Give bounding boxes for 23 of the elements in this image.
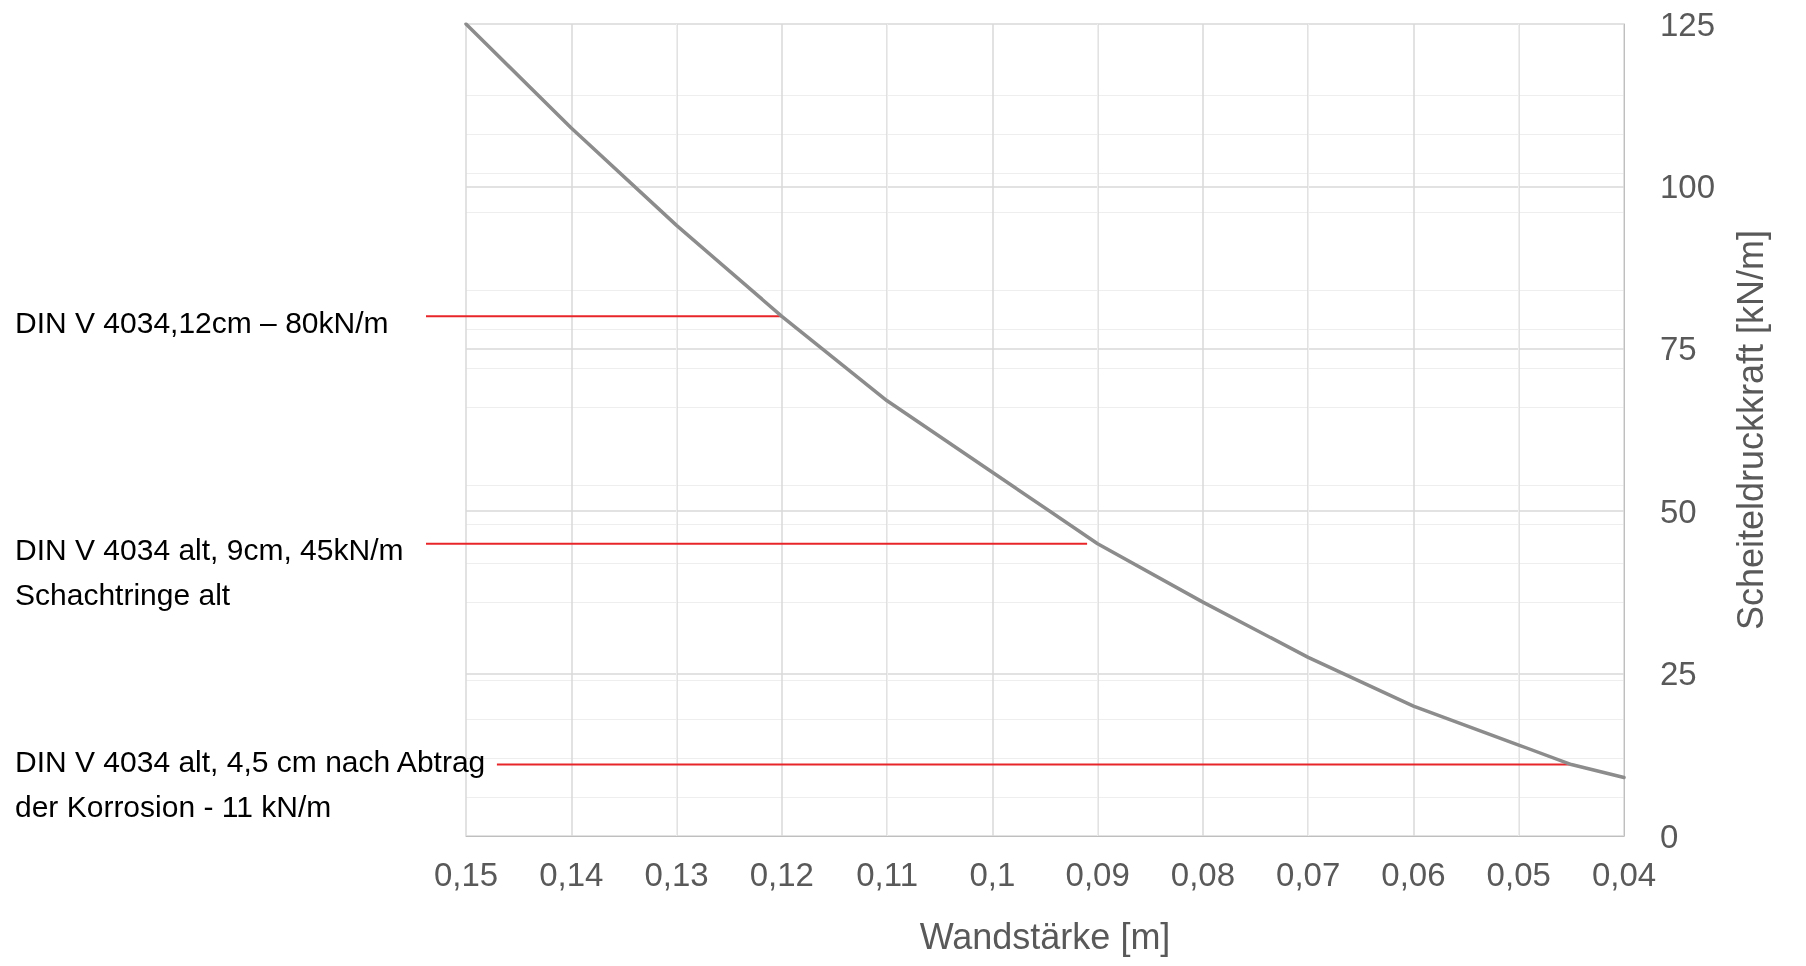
x-tick-label: 0,13 [644,856,709,893]
annotation: DIN V 4034,12cm – 80kN/m [15,305,389,339]
x-tick-label: 0,06 [1381,856,1446,893]
y-tick-label: 50 [1660,492,1697,530]
x-tick-label: 0,04 [1591,856,1657,893]
x-axis-title: Wandstärke [m] [919,915,1171,957]
x-tick-label: 0,1 [969,856,1016,893]
y-axis-title: Scheiteldruckkraft [kN/m] [1729,229,1771,631]
y-tick-label: 125 [1660,5,1716,43]
x-tick-label: 0,14 [539,856,604,893]
y-tick-label: 75 [1660,330,1697,368]
x-tick-label: 0,11 [856,856,918,893]
annotation: DIN V 4034 alt, 9cm, 45kN/m Schachtringe alt [15,533,404,612]
x-tick-label: 0,12 [749,856,814,893]
annotation: DIN V 4034 alt, 4,5 cm nach Abtrag der Korrosion - 11 kN/m [15,745,486,824]
x-tick-label: 0,07 [1276,856,1341,893]
x-tick-label: 0,08 [1170,856,1236,893]
y-tick-label: 100 [1660,167,1716,205]
y-tick-label: 25 [1660,655,1697,693]
x-tick-label: 0,05 [1486,856,1551,893]
x-tick-label: 0,09 [1065,856,1130,893]
x-tick-label: 0,15 [433,856,499,893]
y-tick-label: 0 [1660,817,1679,855]
